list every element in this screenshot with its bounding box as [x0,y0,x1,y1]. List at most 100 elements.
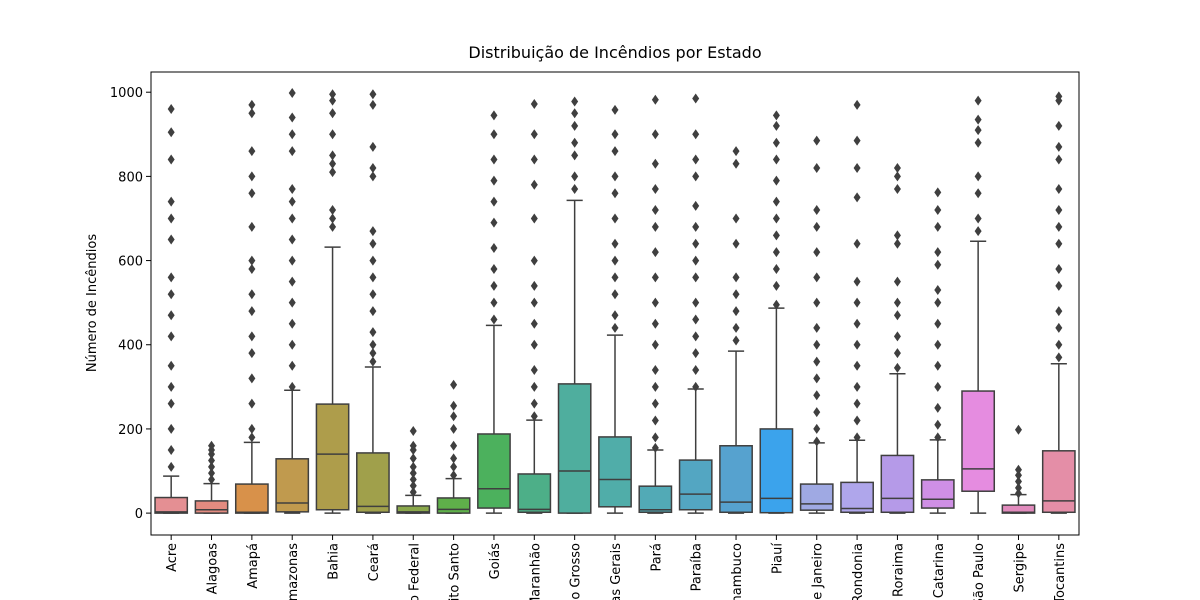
box [1041,450,1076,514]
outlier [530,381,538,392]
outlier [288,196,296,207]
outlier [853,238,861,249]
outlier [530,398,538,409]
outlier [530,318,538,329]
outlier [893,348,901,359]
outlier [490,297,498,308]
outlier [692,272,700,283]
outlier [651,442,659,453]
outlier [651,158,659,169]
outlier [611,213,619,224]
x-tick-label: Rondonia [851,543,866,600]
outlier [813,205,821,216]
outlier [288,276,296,287]
outlier [1055,263,1063,274]
outlier [934,360,942,371]
outlier [248,423,256,434]
outlier [530,365,538,376]
outlier [732,238,740,249]
outlier [571,108,579,119]
outlier [1014,482,1022,493]
box [315,403,350,511]
outlier [530,129,538,140]
outlier [167,360,175,371]
outlier [571,120,579,131]
outlier [651,129,659,140]
outlier [571,96,579,107]
outlier [692,297,700,308]
outlier [893,238,901,249]
outlier [813,247,821,258]
outlier [853,192,861,203]
outlier [651,205,659,216]
outlier [450,453,458,464]
x-tick-label: Sergipe [1012,543,1027,592]
outlier [772,263,780,274]
outlier [530,98,538,109]
outlier [288,234,296,245]
outlier [571,137,579,148]
outlier [893,230,901,241]
box [1001,504,1036,514]
outlier [692,154,700,165]
outlier [450,440,458,451]
outlier [571,171,579,182]
y-tick-label: 1000 [110,86,143,101]
box [678,459,713,511]
box [719,445,753,514]
outlier [329,95,337,106]
outlier [651,415,659,426]
box [920,479,955,509]
chart-title: Distribuição de Incêndios por Estado [468,43,761,62]
outlier [288,360,296,371]
outlier [813,297,821,308]
outlier [934,432,942,443]
outlier [813,162,821,173]
outlier [651,365,659,376]
outlier [974,226,982,237]
outlier [893,162,901,173]
outlier [288,129,296,140]
outlier [248,171,256,182]
outlier [329,158,337,169]
x-tick-label: Piauí [770,543,785,574]
outlier [369,255,377,266]
outlier [167,381,175,392]
outlier [651,272,659,283]
outlier [248,255,256,266]
outlier [490,217,498,228]
outlier [167,423,175,434]
outlier [329,213,337,224]
outlier [490,129,498,140]
box [638,485,673,514]
x-tick-label: Paraíba [690,543,705,591]
outlier [611,289,619,300]
outlier [934,419,942,430]
box [598,436,632,508]
outlier [692,93,700,104]
outlier [732,213,740,224]
x-tick-label: São Paulo [972,543,987,600]
outlier [974,213,982,224]
outlier [248,99,256,110]
outlier [1055,205,1063,216]
outlier [1055,280,1063,291]
outlier [530,213,538,224]
outlier [288,297,296,308]
outlier [409,453,417,464]
outlier [530,411,538,422]
outlier [571,184,579,195]
outlier [813,339,821,350]
outlier [248,306,256,317]
outlier [530,297,538,308]
outlier [167,461,175,472]
outlier [772,110,780,121]
outlier [732,289,740,300]
outlier [369,356,377,367]
outlier [490,314,498,325]
x-tick-label: Amazonas [286,543,301,600]
x-tick-label: Pernambuco [730,543,745,600]
outlier [167,154,175,165]
outlier [167,196,175,207]
outlier [208,468,216,479]
